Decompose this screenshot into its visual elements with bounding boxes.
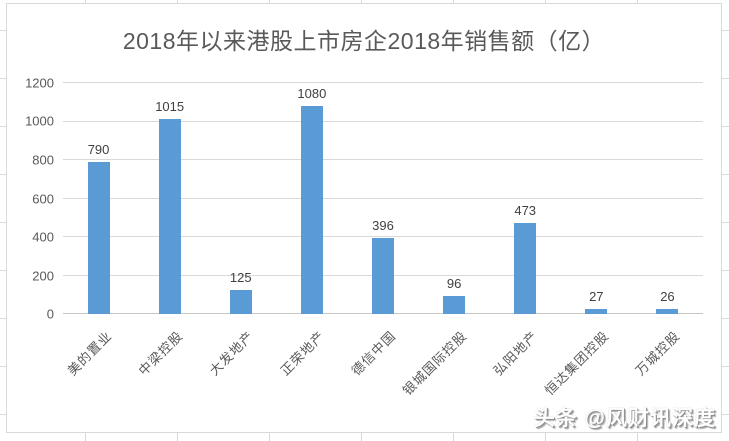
plot-area: 0 200 400 600 800 1000 1200 790 1015 125 1080 396 96…	[25, 76, 703, 322]
y-tick-label: 800	[32, 152, 54, 168]
bar-value-label: 396	[372, 217, 394, 233]
bar-slot: 96	[419, 83, 490, 314]
chart-title: 2018年以来港股上市房企2018年销售额（亿）	[122, 28, 606, 54]
x-category-label: 正荣地产	[277, 328, 328, 379]
x-label-slot: 中梁控股	[134, 320, 205, 430]
bar-银城国际控股[interactable]	[443, 295, 466, 314]
bar-series: 790 1015 125 1080 396 96 473 27 26	[63, 83, 703, 314]
x-label-slot: 美的置业	[63, 320, 134, 430]
bar-value-label: 1080	[297, 86, 327, 102]
bar-value-label: 27	[589, 288, 604, 304]
gridline	[63, 236, 703, 238]
bar-slot: 396	[347, 83, 418, 314]
bar-value-label: 790	[87, 141, 110, 157]
y-tick-label: 600	[32, 191, 54, 206]
gridline	[63, 82, 703, 83]
bar-slot: 790	[63, 83, 134, 314]
bar-slot: 125	[205, 83, 276, 314]
chart-canvas[interactable]: 2018年以来港股上市房企2018年销售额（亿） 0 200 400 600 800 10…	[6, 3, 722, 433]
gridline	[63, 120, 703, 122]
x-category-label: 中梁控股	[135, 328, 186, 379]
bar-slot: 1015	[134, 83, 205, 314]
gridline	[63, 159, 703, 161]
bar-大发地产[interactable]	[229, 289, 252, 314]
gridline	[63, 197, 703, 199]
y-tick-label: 1200	[25, 75, 54, 91]
bar-value-label: 473	[514, 202, 537, 218]
bar-slot: 26	[632, 83, 703, 314]
x-category-label: 大发地产	[206, 328, 257, 379]
bar-slot: 473	[490, 83, 561, 314]
bar-slot: 27	[561, 83, 632, 314]
y-tick-label: 400	[32, 229, 54, 245]
bar-中梁控股[interactable]	[158, 118, 181, 314]
bar-value-label: 96	[446, 275, 462, 291]
watermark: 头条 @风财讯深度	[533, 407, 716, 430]
bar-正荣地产[interactable]	[300, 106, 323, 314]
bar-美的置业[interactable]	[87, 161, 110, 314]
bar-slot: 1080	[276, 83, 347, 314]
x-category-label: 德信中国	[348, 328, 399, 379]
x-label-slot: 正荣地产	[276, 320, 347, 430]
y-tick-label: 0	[46, 306, 54, 322]
x-category-label: 弘阳地产	[490, 328, 541, 379]
x-label-slot: 大发地产	[205, 320, 276, 430]
bar-value-label: 1015	[155, 98, 185, 114]
x-label-slot: 银城国际控股	[400, 320, 490, 430]
bar-弘阳地产[interactable]	[514, 222, 537, 314]
x-category-label: 万城控股	[632, 328, 684, 379]
y-tick-label: 200	[32, 268, 54, 283]
y-tick-label: 1000	[25, 113, 54, 129]
bar-德信中国[interactable]	[371, 237, 394, 314]
bar-恒达集团控股[interactable]	[585, 308, 608, 314]
bar-万城控股[interactable]	[656, 309, 679, 314]
bar-value-label: 125	[229, 269, 252, 285]
bar-value-label: 26	[660, 289, 675, 304]
x-category-label: 美的置业	[64, 328, 115, 379]
